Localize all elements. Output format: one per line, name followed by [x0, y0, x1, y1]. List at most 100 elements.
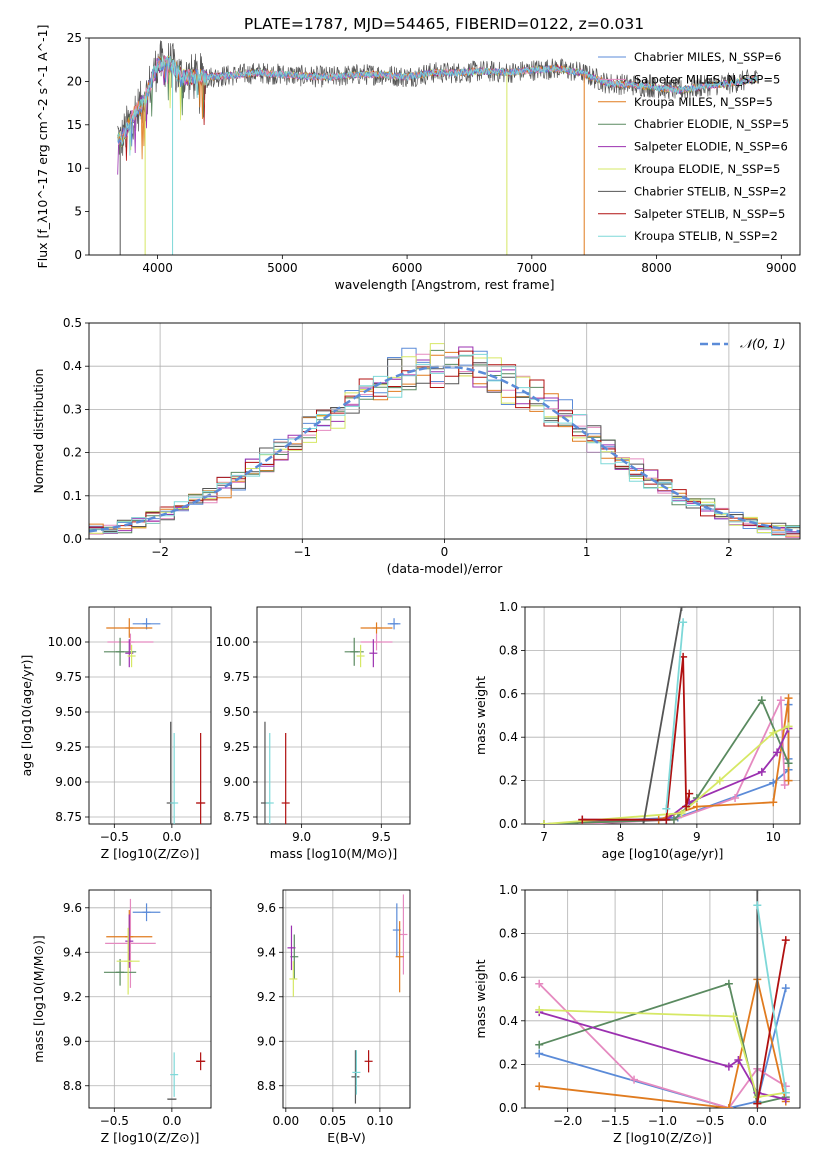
- weight-marker: [757, 696, 766, 705]
- y-tick-label: 8.8: [63, 1079, 82, 1093]
- y-tick-label: 20: [67, 74, 82, 88]
- plot-area: [260, 618, 401, 824]
- weight-marker: [769, 728, 778, 737]
- y-tick-label: 9.00: [223, 775, 250, 789]
- y-tick-label: 9.4: [63, 945, 82, 959]
- x-tick-label: 5000: [267, 261, 298, 275]
- y-tick-label: 9.4: [257, 945, 276, 959]
- weight-marker: [540, 820, 549, 824]
- plot-area: [103, 898, 206, 1100]
- x-axis-label: Z [log10(Z/Z⊙)]: [613, 1130, 712, 1145]
- weight-marker: [535, 1082, 544, 1091]
- x-tick-label: 7: [540, 830, 548, 844]
- y-axis-label: mass [log10(M/M⊙)]: [31, 935, 46, 1063]
- legend-label: Chabrier STELIB, N_SSP=2: [634, 184, 786, 198]
- y-tick-label: 0: [74, 248, 82, 262]
- y-tick-label: 0.4: [499, 1014, 518, 1028]
- weight-marker: [784, 722, 793, 731]
- y-tick-label: 8.75: [223, 810, 250, 824]
- weight-line-kroupa-stelib: [665, 622, 684, 809]
- plot-area: [287, 894, 408, 1104]
- x-tick-label: 8000: [641, 261, 672, 275]
- weight-line-salpeter-stelib: [756, 939, 787, 1104]
- axes-frame: [524, 606, 801, 825]
- weight-marker: [773, 748, 782, 757]
- y-tick-label: 0.5: [63, 316, 82, 330]
- y-tick-label: 0.8: [499, 643, 518, 657]
- y-tick-label: 15: [67, 118, 82, 132]
- axes-frame: [256, 606, 411, 825]
- weight-marker: [734, 1056, 743, 1065]
- y-tick-label: 9.50: [55, 705, 82, 719]
- x-axis-label: (data-model)/error: [387, 561, 504, 576]
- legend-label: Salpeter MILES, N_SSP=5: [634, 72, 780, 86]
- weight-line-chabrier-elodie: [538, 982, 787, 1105]
- weight-marker: [535, 1040, 544, 1049]
- weight-marker: [685, 789, 694, 798]
- legend-label: Chabrier ELODIE, N_SSP=5: [634, 117, 789, 131]
- mass-vs-ebv-panel: 0.00 0.05 0.10 8.8 9.0 9.2 9.4 9.6 E(B-V): [257, 889, 411, 1145]
- y-tick-label: 0.0: [499, 817, 518, 831]
- x-axis-label: Z [log10(Z/Z⊙)]: [101, 846, 200, 861]
- y-tick-label: 0.3: [63, 402, 82, 416]
- x-tick-label: 0: [441, 545, 449, 559]
- weight-marker: [757, 767, 766, 776]
- axes-frame: [88, 322, 801, 540]
- weight-marker: [535, 1005, 544, 1014]
- x-tick-label: −2.0: [553, 1114, 582, 1128]
- x-tick-label: 9.0: [292, 830, 311, 844]
- x-tick-label: 0.0: [162, 830, 181, 844]
- weight-marker: [677, 607, 686, 611]
- x-tick-label: 0.10: [367, 1114, 394, 1128]
- x-tick-label: 1: [583, 545, 591, 559]
- weight-marker: [753, 1099, 762, 1108]
- x-tick-label: −0.5: [695, 1114, 724, 1128]
- y-tick-label: 0.4: [499, 730, 518, 744]
- weight-marker: [731, 793, 740, 802]
- x-tick-label: 8: [617, 830, 625, 844]
- y-tick-label: 9.6: [63, 901, 82, 915]
- spectrum-panel: 4000 5000 6000 7000 8000 9000 0 5 10 15 20 25 wavele…: [35, 25, 801, 292]
- axes-frame: [524, 889, 801, 1109]
- weight-marker: [769, 798, 778, 807]
- legend-label: Kroupa STELIB, N_SSP=2: [634, 229, 778, 243]
- weight-vs-age-panel: 7 8 9 10 0.0 0.2 0.4 0.6 0.8 1.0 age [log10(age/yr…: [473, 600, 801, 861]
- y-axis-label: mass weight: [473, 676, 488, 755]
- y-tick-label: 8.8: [257, 1079, 276, 1093]
- weight-marker: [724, 1104, 733, 1108]
- y-tick-label: 0.6: [499, 687, 518, 701]
- y-tick-label: 10: [67, 161, 82, 175]
- axes-frame: [88, 889, 212, 1109]
- weight-marker: [630, 1075, 639, 1084]
- x-tick-label: 6000: [392, 261, 423, 275]
- y-tick-label: 9.2: [257, 990, 276, 1004]
- legend-label: Kroupa ELODIE, N_SSP=5: [634, 162, 780, 176]
- age-vs-z-panel: −0.5 0.0 8.75 9.00 9.25 9.50 9.75 10.00 Z [log10…: [19, 606, 212, 861]
- x-axis-label: wavelength [Angstrom, rest frame]: [334, 277, 554, 292]
- x-tick-label: 0.0: [748, 1114, 767, 1128]
- weight-marker: [784, 759, 793, 768]
- x-tick-label: 9: [693, 830, 701, 844]
- weight-marker: [662, 804, 671, 813]
- weight-marker: [679, 618, 688, 627]
- y-axis-label: Flux [f_λ10^-17 erg cm^-2 s^-1 A^-1]: [35, 25, 50, 269]
- y-tick-label: 9.25: [223, 740, 250, 754]
- x-axis-label: mass [log10(M/M⊙)]: [270, 846, 398, 861]
- y-tick-label: 1.0: [499, 883, 518, 897]
- x-tick-label: 9.5: [372, 830, 391, 844]
- weight-marker: [780, 780, 789, 789]
- y-tick-label: 0.1: [63, 489, 82, 503]
- weight-marker: [535, 979, 544, 988]
- weight-marker: [781, 1088, 790, 1097]
- weight-vs-z-panel: −2.0 −1.5 −1.0 −0.5 0.0 0.0 0.2 0.4 0.6 0.8 1.0 Z […: [473, 883, 801, 1145]
- weight-marker: [784, 776, 793, 785]
- plot-area: [117, 40, 758, 255]
- legend-label: Salpeter STELIB, N_SSP=5: [634, 207, 785, 221]
- weight-marker: [753, 901, 762, 910]
- weight-marker: [729, 1012, 738, 1021]
- weight-marker: [639, 820, 648, 824]
- plot-area: [103, 618, 206, 824]
- axes-frame: [88, 606, 212, 825]
- weight-marker: [715, 776, 724, 785]
